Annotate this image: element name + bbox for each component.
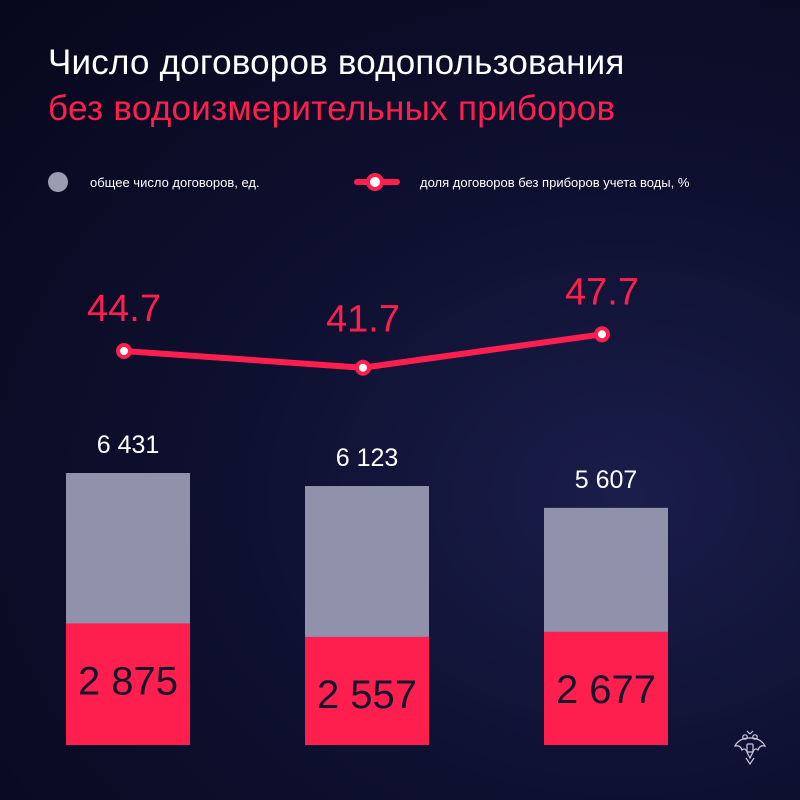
emblem-icon [733, 730, 767, 766]
bar-without-meters-label-3: 2 677 [556, 668, 656, 712]
share-label-3: 47.7 [565, 271, 639, 313]
bar-total-label-1: 6 431 [97, 431, 160, 459]
legend-swatch-total [48, 172, 68, 192]
bar-without-meters-label-2: 2 557 [317, 673, 417, 717]
bar-total-label-2: 6 123 [336, 444, 399, 472]
bar-without-meters-2 [305, 636, 429, 745]
legend-item-share: доля договоров без приборов учета воды, … [354, 168, 689, 196]
share-label-2: 41.7 [326, 299, 400, 341]
legend-swatch-share [354, 172, 400, 192]
legend-label-total: общее число договоров, ед. [90, 174, 260, 190]
bar-total-label-3: 5 607 [575, 466, 638, 494]
legend: общее число договоров, ед. доля договоро… [48, 168, 760, 196]
share-label-1: 44.7 [87, 288, 161, 330]
share-point-2 [355, 359, 371, 376]
chart-subtitle: без водоизмерительных приборов [48, 89, 616, 128]
share-point-1 [116, 343, 132, 360]
chart-title: Число договоров водопользования [48, 43, 625, 82]
legend-label-share: доля договоров без приборов учета воды, … [420, 174, 690, 190]
bar-without-meters-3 [544, 631, 668, 745]
legend-item-total: общее число договоров, ед. [48, 168, 260, 196]
bar-without-meters-label-1: 2 875 [78, 659, 178, 703]
share-point-3 [594, 326, 610, 343]
bar-without-meters-1 [66, 623, 190, 745]
